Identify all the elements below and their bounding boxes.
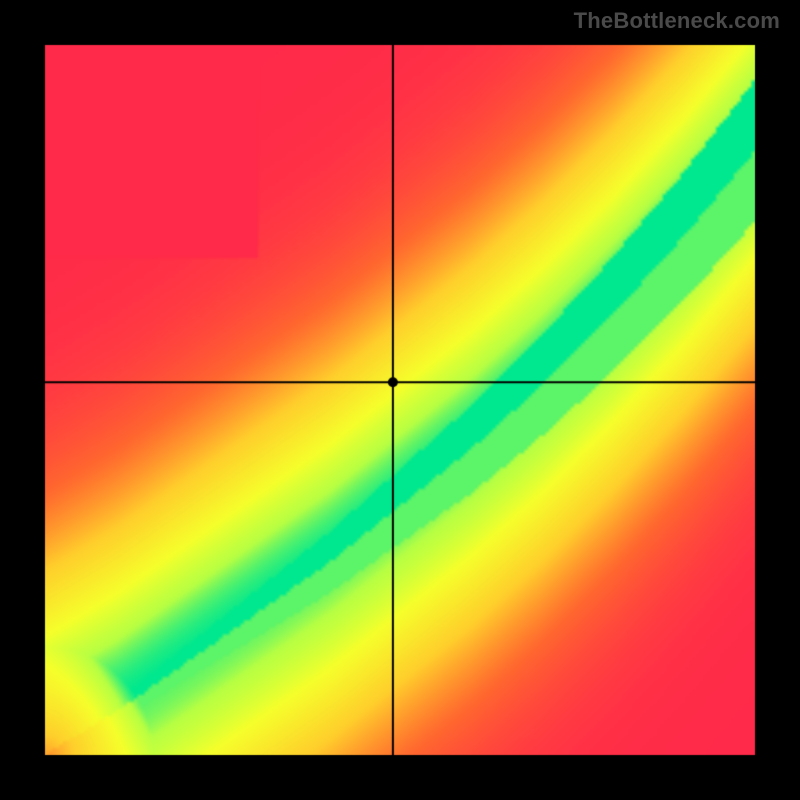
watermark-text: TheBottleneck.com [574,8,780,34]
bottleneck-heatmap [0,0,800,800]
